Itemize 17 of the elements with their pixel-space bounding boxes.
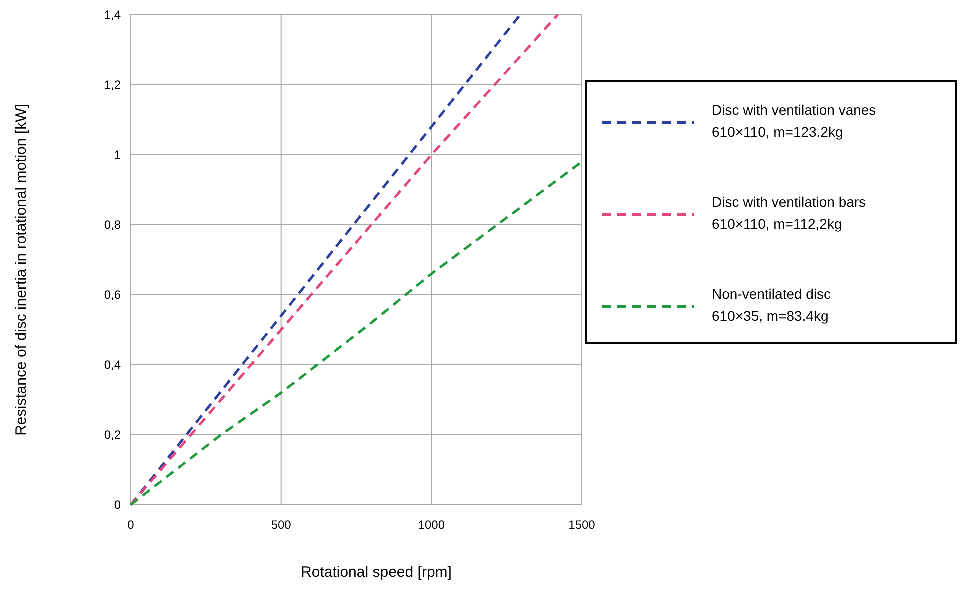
y-tick-label: 1 <box>114 148 122 162</box>
x-tick-label: 500 <box>271 518 292 532</box>
y-tick-label: 0,2 <box>104 428 122 442</box>
y-tick-label: 1,4 <box>104 8 122 22</box>
y-tick-label: 0,8 <box>104 218 122 232</box>
y-tick-label: 0,6 <box>104 288 122 302</box>
x-axis-title: Rotational speed [rpm] <box>301 564 452 581</box>
text: Non-ventilated disc 610×35, m=83.4kg <box>712 286 832 324</box>
text: Disc with ventilation bars 610×110, m=112,2kg <box>712 194 866 232</box>
y-axis-title: Resistance of disc inertia in rotational motion [kW] <box>13 104 30 436</box>
x-tick-label: 0 <box>128 518 135 532</box>
y-tick-label: 0 <box>114 498 122 512</box>
y-tick-label: 0,4 <box>104 358 122 372</box>
x-tick-label: 1500 <box>568 518 596 532</box>
x-tick-label: 1000 <box>418 518 446 532</box>
text: Disc with ventilation vanes 610×110, m=123.2kg <box>712 102 876 140</box>
y-tick-label: 1,2 <box>104 78 122 92</box>
